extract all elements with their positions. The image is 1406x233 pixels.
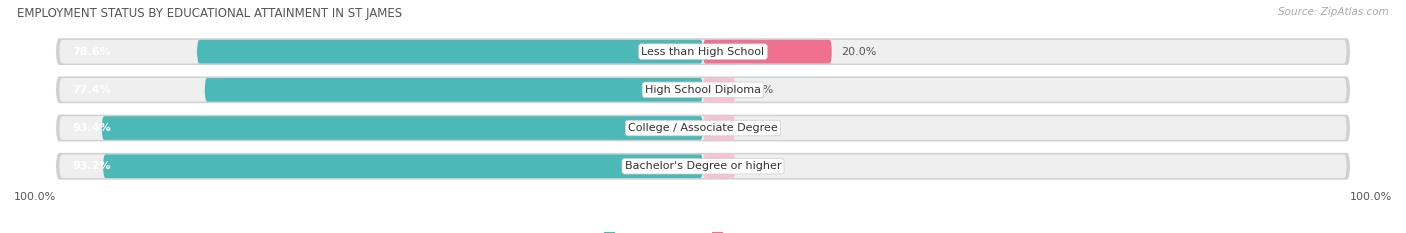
FancyBboxPatch shape xyxy=(56,76,1350,103)
Text: High School Diploma: High School Diploma xyxy=(645,85,761,95)
FancyBboxPatch shape xyxy=(103,154,703,178)
Text: College / Associate Degree: College / Associate Degree xyxy=(628,123,778,133)
Text: 100.0%: 100.0% xyxy=(14,192,56,202)
FancyBboxPatch shape xyxy=(101,116,703,140)
Text: 0.0%: 0.0% xyxy=(745,161,773,171)
FancyBboxPatch shape xyxy=(197,40,703,63)
FancyBboxPatch shape xyxy=(59,116,1347,140)
Text: Less than High School: Less than High School xyxy=(641,47,765,57)
FancyBboxPatch shape xyxy=(59,40,1347,63)
Text: 93.2%: 93.2% xyxy=(72,161,111,171)
Text: 0.0%: 0.0% xyxy=(745,85,773,95)
Text: 20.0%: 20.0% xyxy=(841,47,877,57)
FancyBboxPatch shape xyxy=(703,40,832,63)
Text: 78.6%: 78.6% xyxy=(72,47,111,57)
Text: Source: ZipAtlas.com: Source: ZipAtlas.com xyxy=(1278,7,1389,17)
FancyBboxPatch shape xyxy=(59,154,1347,178)
Text: 93.4%: 93.4% xyxy=(72,123,111,133)
FancyBboxPatch shape xyxy=(703,78,735,102)
FancyBboxPatch shape xyxy=(703,116,735,140)
Text: EMPLOYMENT STATUS BY EDUCATIONAL ATTAINMENT IN ST JAMES: EMPLOYMENT STATUS BY EDUCATIONAL ATTAINM… xyxy=(17,7,402,20)
FancyBboxPatch shape xyxy=(56,115,1350,141)
FancyBboxPatch shape xyxy=(56,38,1350,65)
Text: Bachelor's Degree or higher: Bachelor's Degree or higher xyxy=(624,161,782,171)
FancyBboxPatch shape xyxy=(703,154,735,178)
Text: 77.4%: 77.4% xyxy=(72,85,111,95)
Text: 0.0%: 0.0% xyxy=(745,123,773,133)
FancyBboxPatch shape xyxy=(205,78,703,102)
FancyBboxPatch shape xyxy=(56,153,1350,180)
Legend: In Labor Force, Unemployed: In Labor Force, Unemployed xyxy=(603,232,803,233)
Text: 100.0%: 100.0% xyxy=(1350,192,1392,202)
FancyBboxPatch shape xyxy=(59,78,1347,102)
